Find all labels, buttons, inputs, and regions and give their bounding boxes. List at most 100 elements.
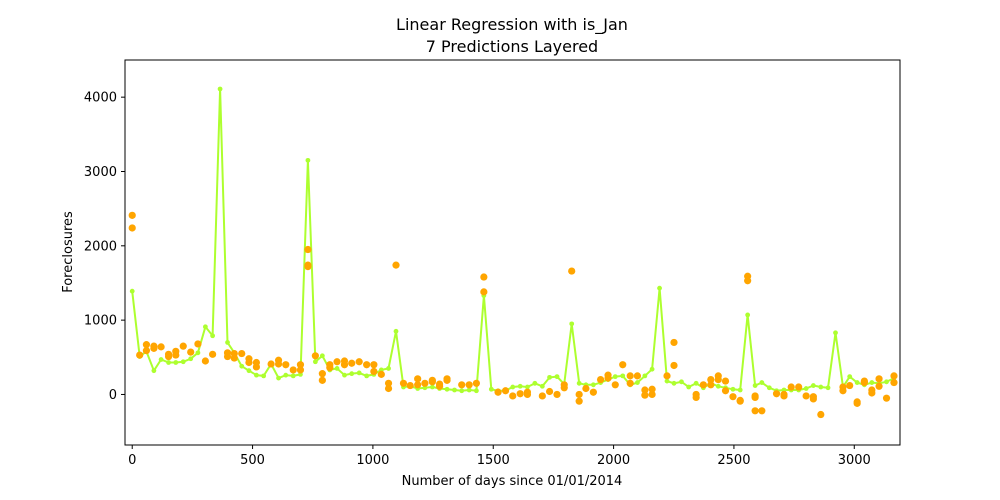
data-point: [392, 261, 400, 269]
data-point: [802, 392, 810, 400]
data-point: [641, 386, 649, 394]
prediction-marker: [305, 157, 311, 163]
prediction-marker: [854, 380, 860, 385]
prediction-marker: [686, 384, 692, 390]
prediction-marker: [884, 379, 889, 385]
data-point: [355, 358, 363, 366]
prediction-marker: [393, 328, 399, 334]
prediction-marker: [129, 288, 135, 294]
prediction-marker: [283, 372, 289, 378]
data-point: [648, 385, 656, 393]
prediction-marker: [671, 380, 677, 386]
data-point: [648, 390, 656, 399]
data-point: [809, 395, 817, 403]
data-point: [289, 366, 297, 374]
prediction-marker: [847, 374, 853, 380]
data-point: [187, 348, 195, 356]
data-point: [780, 392, 788, 400]
data-point: [136, 351, 144, 359]
data-point: [545, 387, 554, 396]
data-point: [670, 361, 678, 370]
data-point: [304, 245, 312, 254]
prediction-marker: [466, 387, 472, 393]
data-point: [692, 393, 700, 402]
data-point: [787, 383, 795, 391]
prediction-marker: [356, 370, 362, 376]
prediction-marker: [620, 373, 626, 379]
data-point: [721, 387, 730, 395]
prediction-marker: [759, 380, 765, 385]
x-tick-label: 2500: [717, 453, 750, 468]
data-point: [465, 381, 473, 389]
data-point: [494, 388, 502, 396]
data-point: [860, 378, 868, 387]
data-point: [619, 361, 627, 369]
data-point: [458, 381, 466, 389]
prediction-marker: [151, 368, 157, 374]
data-point: [370, 361, 378, 369]
data-point: [296, 366, 305, 374]
prediction-marker: [239, 363, 245, 369]
prediction-marker: [444, 386, 450, 392]
prediction-marker: [166, 360, 171, 365]
prediction-marker: [745, 312, 751, 318]
prediction-marker: [576, 380, 582, 386]
axis-ticks: 0 500 1000 1500 2000 2500 3000 0 1000 2000 3000 400…: [84, 91, 871, 468]
data-point: [853, 399, 861, 407]
prediction-marker: [810, 383, 816, 388]
data-point: [795, 383, 803, 391]
data-point: [560, 384, 568, 392]
prediction-marker: [349, 371, 355, 377]
data-point: [172, 351, 180, 359]
data-point: [443, 376, 451, 384]
data-point: [282, 361, 290, 369]
prediction-marker: [635, 380, 640, 385]
prediction-marker: [158, 357, 164, 362]
data-point: [480, 288, 488, 296]
data-point: [296, 361, 305, 369]
data-point: [736, 397, 744, 405]
data-point: [363, 361, 371, 369]
chart-subtitle: 7 Predictions Layered: [426, 37, 598, 56]
data-point: [751, 393, 759, 402]
data-point: [611, 381, 619, 389]
prediction-marker: [217, 86, 223, 92]
data-point: [568, 267, 576, 275]
prediction-marker: [752, 383, 758, 388]
prediction-marker: [261, 373, 267, 379]
prediction-marker: [730, 386, 736, 392]
data-point: [304, 263, 312, 271]
x-tick-label: 1500: [477, 453, 510, 468]
prediction-marker: [195, 350, 201, 356]
data-point: [142, 347, 151, 355]
prediction-marker: [664, 378, 670, 384]
prediction-marker: [173, 360, 179, 365]
data-point: [414, 381, 422, 389]
prediction-marker: [342, 372, 347, 378]
data-point: [348, 359, 356, 367]
prediction-marker: [642, 373, 648, 379]
data-point: [868, 389, 876, 397]
data-point: [157, 343, 165, 351]
data-point: [626, 372, 634, 380]
prediction-marker: [290, 373, 296, 379]
prediction-marker: [532, 380, 538, 386]
y-tick-label: 3000: [84, 165, 117, 180]
data-point: [729, 393, 737, 401]
prediction-marker: [246, 368, 252, 374]
data-point: [509, 392, 517, 400]
prediction-marker: [517, 383, 523, 389]
x-tick-label: 2000: [597, 453, 630, 468]
data-point: [516, 390, 524, 398]
data-point: [890, 372, 898, 380]
data-point: [414, 375, 422, 383]
data-point: [428, 376, 436, 384]
data-point: [421, 379, 429, 387]
y-tick-label: 4000: [84, 91, 117, 106]
prediction-marker: [459, 388, 465, 394]
data-point: [252, 358, 261, 367]
x-tick-label: 500: [240, 453, 265, 468]
data-point: [238, 349, 246, 358]
prediction-marker: [612, 374, 618, 380]
